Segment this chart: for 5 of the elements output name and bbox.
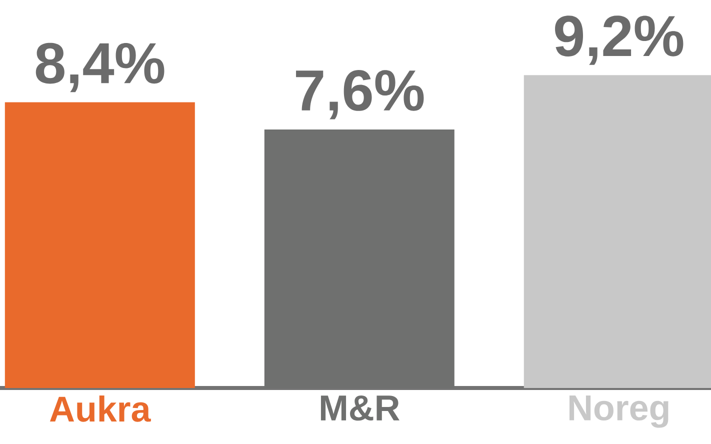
x-tick-label: Aukra <box>50 396 151 422</box>
data-label: 8,4% <box>36 42 164 92</box>
data-label: 9,2% <box>555 16 684 65</box>
x-tick-label: M&R <box>320 396 400 421</box>
data-label: 7,6% <box>296 70 424 120</box>
